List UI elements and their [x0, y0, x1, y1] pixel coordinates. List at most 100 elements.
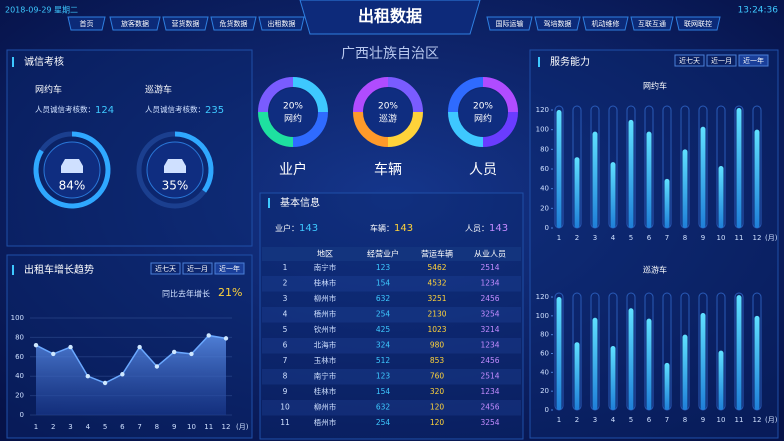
title: 出租数据 — [358, 7, 422, 26]
donut-segment — [387, 111, 423, 147]
donut-inner: 网约 — [474, 113, 492, 125]
bar — [754, 129, 760, 228]
y-tick-label: 0 — [20, 411, 24, 419]
cell: 1 — [283, 263, 288, 272]
nav-button[interactable] — [162, 16, 209, 31]
item-name: 巡游车 — [145, 84, 172, 96]
button-label: 近一年 — [743, 56, 764, 65]
donut-label: 车辆 — [374, 161, 402, 178]
nav-button[interactable] — [67, 16, 106, 31]
cell: 760 — [430, 372, 445, 381]
y-tick-label: 20 — [15, 392, 24, 400]
cell: 2456 — [480, 294, 499, 303]
cell: 8 — [283, 372, 288, 381]
line — [35, 334, 227, 384]
growth-note: 同比去年增长 — [162, 289, 210, 299]
bar — [664, 362, 670, 410]
row-stripe — [262, 369, 521, 385]
nav-label: 首页 — [80, 19, 94, 28]
nav-button[interactable] — [258, 16, 305, 31]
x-tick-label: 7 — [665, 416, 669, 424]
x-tick-label: 5 — [103, 423, 107, 431]
nav-button[interactable] — [486, 16, 533, 31]
nav-label: 国际运输 — [496, 19, 524, 28]
x-tick-label: 9 — [701, 416, 705, 424]
cell: 512 — [376, 356, 391, 365]
x-tick-label: 6 — [647, 416, 652, 424]
donut-segment — [353, 77, 389, 113]
bar — [556, 110, 562, 228]
nav-button[interactable] — [582, 16, 629, 31]
button[interactable] — [706, 54, 737, 67]
summary-label: 业户： — [275, 223, 299, 233]
cell: 1234 — [480, 387, 499, 396]
point — [102, 380, 108, 386]
cell: 7 — [283, 356, 288, 365]
cell: 南宁市 — [314, 371, 337, 381]
x-tick-label: 5 — [629, 416, 633, 424]
point — [68, 344, 73, 350]
button[interactable] — [674, 54, 705, 67]
donut-segment — [482, 111, 518, 147]
cell: 1234 — [480, 279, 499, 288]
nav-label: 旅客数据 — [121, 19, 149, 28]
donut-inner: 网约 — [284, 113, 302, 125]
x-tick-label: 10 — [187, 423, 196, 431]
panel-title: 基本信息 — [280, 196, 320, 209]
nav-button[interactable] — [109, 16, 161, 31]
y-tick-label: 20 — [540, 387, 549, 395]
summary: 车辆：143 — [370, 223, 413, 235]
nav-button[interactable] — [630, 16, 674, 31]
time: 13:24:36 — [738, 6, 779, 16]
button[interactable] — [182, 262, 213, 275]
y-tick-label: 60 — [540, 165, 549, 173]
summary-value: 143 — [489, 223, 508, 234]
area — [36, 335, 226, 415]
point — [223, 336, 229, 341]
bar — [736, 295, 742, 410]
table-header-bg — [262, 247, 521, 261]
chart-title: 巡游车 — [643, 265, 667, 275]
donut-segment — [292, 77, 328, 113]
y-tick-label: 80 — [540, 145, 549, 153]
nav-button[interactable] — [534, 16, 581, 31]
cell: 2130 — [427, 310, 446, 319]
cell: 南宁市 — [314, 262, 337, 272]
point — [189, 351, 194, 357]
cell: 632 — [376, 294, 391, 303]
bar — [682, 149, 688, 228]
title-box — [299, 0, 481, 35]
cell: 梧州市 — [314, 417, 337, 427]
x-tick-label: 4 — [611, 416, 616, 424]
button[interactable] — [214, 262, 245, 275]
cell: 2456 — [480, 356, 499, 365]
accent — [12, 265, 14, 275]
panel — [6, 49, 253, 247]
bar — [700, 313, 706, 410]
y-tick-label: 100 — [536, 312, 549, 320]
row-stripe — [262, 338, 521, 354]
x-unit: (月) — [765, 234, 778, 242]
button[interactable] — [738, 54, 769, 67]
nav-button[interactable] — [675, 16, 721, 31]
nav-button[interactable] — [210, 16, 257, 31]
nav-label: 互联互通 — [638, 19, 666, 28]
ring-arc — [174, 131, 214, 193]
bar — [610, 162, 616, 228]
cell: 10 — [280, 403, 290, 412]
y-tick-label: 120 — [536, 106, 549, 114]
donut-label: 人员 — [469, 162, 497, 178]
chart-title: 网约车 — [643, 81, 667, 91]
x-tick-label: 10 — [717, 234, 726, 242]
panel-title: 服务能力 — [550, 55, 590, 68]
bar — [628, 119, 634, 228]
cell: 3254 — [480, 310, 499, 319]
x-tick-label: 6 — [120, 423, 125, 431]
cell: 120 — [430, 418, 445, 427]
button[interactable] — [150, 262, 181, 275]
y-tick-label: 40 — [540, 185, 549, 193]
nav-label: 营货数据 — [172, 19, 200, 28]
point — [137, 344, 142, 350]
y-tick-label: 80 — [15, 333, 24, 341]
x-tick-label: 11 — [735, 234, 744, 242]
